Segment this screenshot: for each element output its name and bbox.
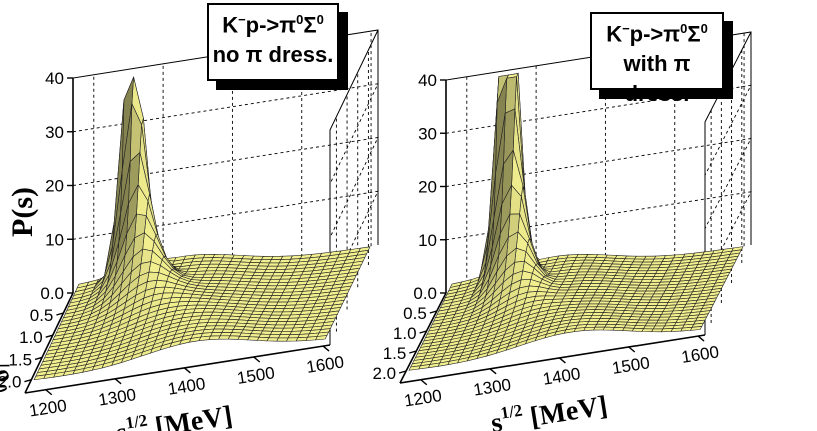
- z-tick-label: 0.0: [413, 284, 437, 303]
- surface-patch: [583, 256, 597, 261]
- z-tick-label: 20: [45, 177, 64, 196]
- z-tick-label: 40: [45, 69, 64, 88]
- x-axis-line: [399, 334, 706, 384]
- x-tick: [558, 357, 566, 364]
- y-axis-line: [24, 292, 74, 394]
- x-tick: [253, 356, 261, 363]
- surface-patch: [602, 326, 615, 331]
- x-tick: [183, 367, 191, 374]
- x-tick-label: 1400: [166, 374, 206, 399]
- x-tick-label: 1600: [680, 342, 720, 367]
- x-tick-label: 1400: [541, 364, 581, 389]
- y-tick: [45, 334, 53, 338]
- surface-patch: [641, 276, 655, 280]
- z-axis-label: P(s): [6, 187, 39, 237]
- legend-subtitle-left: no π dress.: [212, 42, 334, 68]
- x-tick-label: 1200: [28, 396, 68, 421]
- surface-patch: [408, 365, 421, 371]
- y-tick: [24, 378, 32, 383]
- y-tick: [409, 350, 417, 354]
- legend-box-left: K−p->π0Σ0 no π dress.: [207, 3, 339, 81]
- z-tick-label: 30: [418, 124, 437, 143]
- x-tick: [628, 346, 636, 353]
- surface-patch: [596, 320, 609, 325]
- x-tick-label: 1500: [611, 353, 651, 378]
- y-axis-line: [399, 292, 447, 384]
- x-tick: [420, 379, 428, 386]
- legend-title-right: K−p->π0Σ0: [606, 21, 708, 47]
- z-tick-label: 40: [418, 71, 437, 90]
- panel-right: 0.0 10 20 30 40 0.51.01.52.0 1200 1300 1400 1500 1…: [372, 31, 752, 431]
- legend-subtitle-right: with π dress.: [623, 51, 691, 107]
- surface-patch: [33, 374, 47, 381]
- x-tick: [489, 368, 497, 375]
- x-tick: [322, 345, 330, 352]
- legend-title-left: K−p->π0Σ0: [222, 12, 324, 38]
- x-tick-label: 1300: [472, 375, 512, 400]
- legend-box-right: K−p->π0Σ0 with π dress.: [590, 12, 724, 106]
- x-axis-line: [24, 344, 331, 394]
- surface-patch: [638, 281, 652, 286]
- surface-patch: [645, 287, 658, 292]
- z-tick-label: 30: [45, 123, 64, 142]
- surface-patch: [621, 327, 635, 332]
- y-tick: [429, 310, 437, 314]
- surface-patch: [593, 309, 606, 313]
- y-tick-label: 1.0: [393, 324, 417, 343]
- z-tick-label: 10: [418, 231, 437, 250]
- x-tick: [45, 389, 53, 396]
- y-tick-label: 1.0: [19, 328, 43, 347]
- x-tick-label: 1200: [403, 386, 443, 411]
- x-tick-label: 1600: [305, 352, 345, 377]
- y-tick-label: 0.5: [403, 304, 427, 323]
- x-tick: [114, 378, 122, 385]
- y-tick-label: 2.0: [372, 364, 396, 383]
- surface-patch: [641, 328, 654, 333]
- y-tick-label: 1.5: [8, 350, 32, 369]
- z-tick-label: 20: [418, 178, 437, 197]
- panel-left: 0.0 10 20 30 40 0.5 1.0 1.5 2.0 1200 1300 1400 1500 1…: [0, 29, 379, 431]
- y-tick: [34, 356, 43, 361]
- x-tick-label: 1500: [236, 363, 276, 388]
- surface-patch: [612, 327, 625, 331]
- surface-patch: [631, 327, 645, 332]
- surface-patch: [647, 316, 661, 321]
- surface-patch: [638, 264, 652, 269]
- x-tick: [697, 335, 705, 342]
- surface-left: [33, 76, 371, 381]
- axes-right: 0.0 10 20 30 40 0.51.01.52.0 1200 1300 1400 1500 1…: [372, 71, 720, 431]
- y-tick: [398, 370, 407, 374]
- surface-patch: [590, 280, 603, 284]
- z-tick-label: 0.0: [40, 284, 64, 303]
- y-tick: [56, 312, 64, 316]
- y-tick-label: 1.5: [383, 344, 407, 363]
- surface-patch: [587, 268, 600, 273]
- y-tick-label: 2.0: [0, 373, 21, 392]
- y-tick-label: 0.5: [30, 306, 54, 325]
- surface-patch: [644, 305, 658, 309]
- y-tick: [419, 330, 427, 334]
- surface-right: [408, 72, 744, 371]
- x-tick-label: 1300: [97, 385, 137, 410]
- z-tick-label: 10: [45, 230, 64, 249]
- surface-patch: [589, 297, 603, 302]
